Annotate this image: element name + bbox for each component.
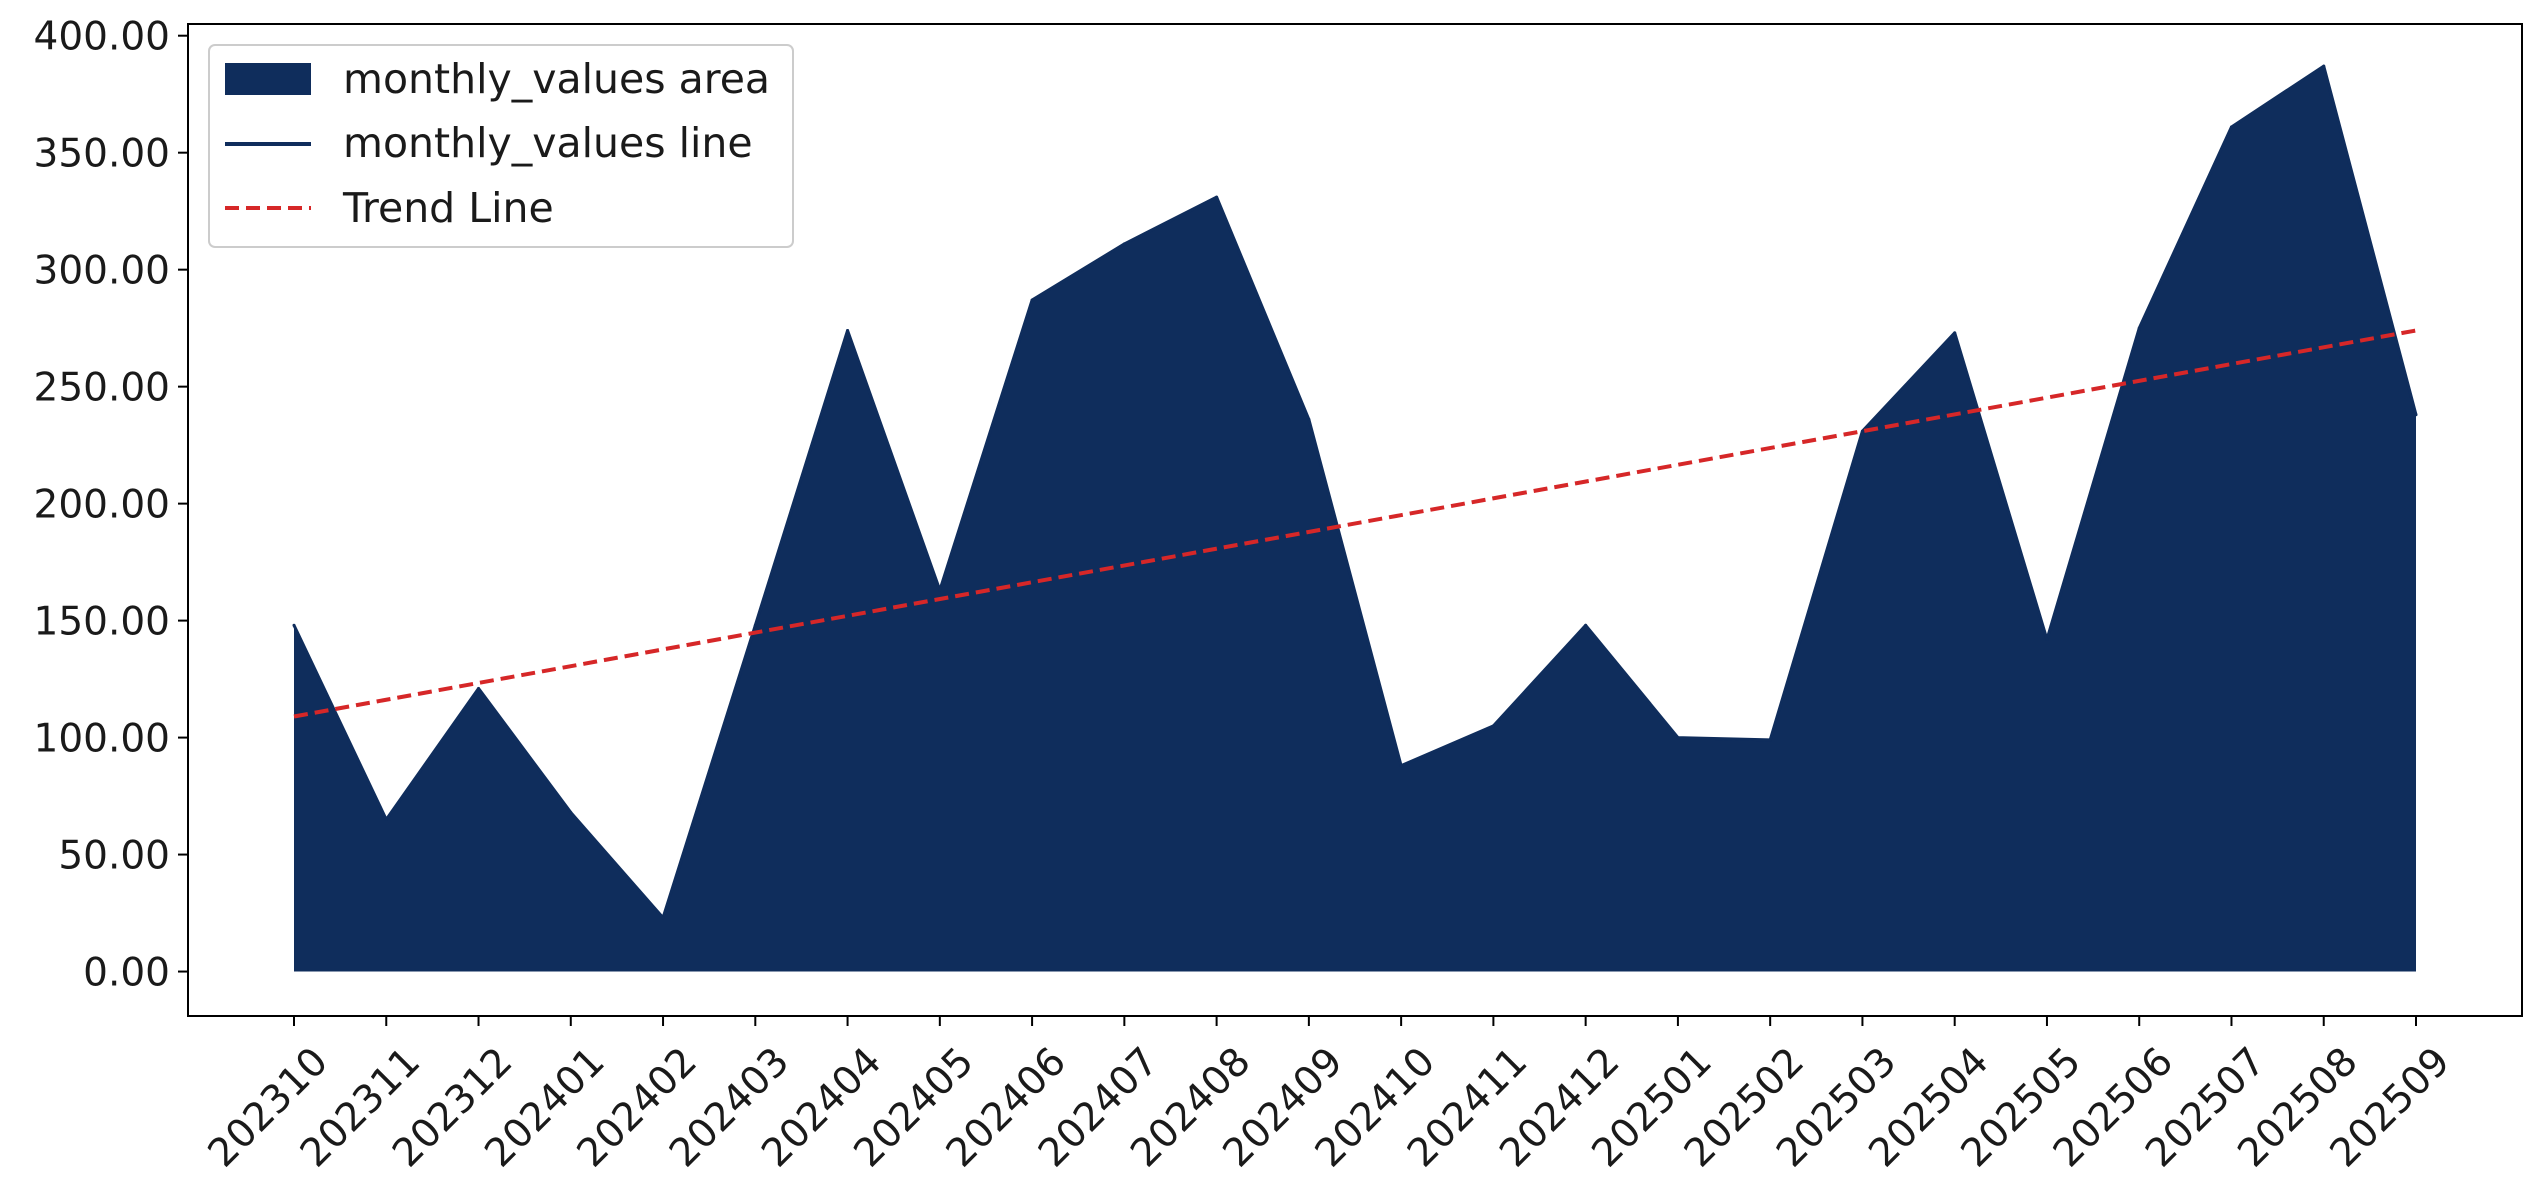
data-point: [384, 817, 388, 821]
data-point: [2322, 64, 2326, 68]
data-point: [477, 686, 481, 690]
data-point: [1953, 331, 1957, 335]
data-point: [1860, 429, 1864, 433]
plot-frame: [187, 23, 2523, 1017]
legend: monthly_values area monthly_values line …: [208, 44, 794, 248]
data-point: [846, 328, 850, 332]
data-point: [1030, 298, 1034, 302]
y-tick-label: 0.00: [83, 951, 170, 996]
data-point: [2229, 125, 2233, 129]
legend-box: [208, 44, 794, 248]
legend-label-line: monthly_values line: [343, 119, 753, 167]
data-point: [1676, 736, 1680, 740]
plot-area: [292, 64, 2418, 972]
y-tick-label: 250.00: [34, 366, 170, 411]
data-point: [2137, 326, 2141, 330]
area-series-fill: [294, 66, 2416, 972]
data-point: [1584, 623, 1588, 627]
data-point: [1215, 195, 1219, 199]
data-point: [292, 623, 296, 627]
data-point: [1768, 738, 1772, 742]
data-point: [1122, 242, 1126, 246]
legend-area-swatch: [225, 63, 311, 95]
data-point: [1307, 417, 1311, 421]
y-tick-label: 50.00: [58, 834, 170, 879]
trend-line: [293, 328, 2417, 719]
legend-label-trend: Trend Line: [342, 184, 554, 232]
data-point: [938, 588, 942, 592]
series-line: [292, 64, 2418, 920]
y-tick-label: 200.00: [34, 483, 170, 528]
data-point: [753, 623, 757, 627]
data-point: [1399, 764, 1403, 768]
data-point: [569, 810, 573, 814]
data-point: [2045, 637, 2049, 641]
data-point: [661, 916, 665, 920]
y-tick-label: 150.00: [34, 600, 170, 645]
data-point: [1491, 724, 1495, 728]
y-tick-label: 350.00: [34, 132, 170, 177]
data-point: [2414, 413, 2418, 417]
y-tick-label: 400.00: [34, 15, 170, 60]
y-tick-label: 300.00: [34, 249, 170, 294]
y-tick-label: 100.00: [34, 717, 170, 762]
legend-label-area: monthly_values area: [343, 55, 770, 103]
